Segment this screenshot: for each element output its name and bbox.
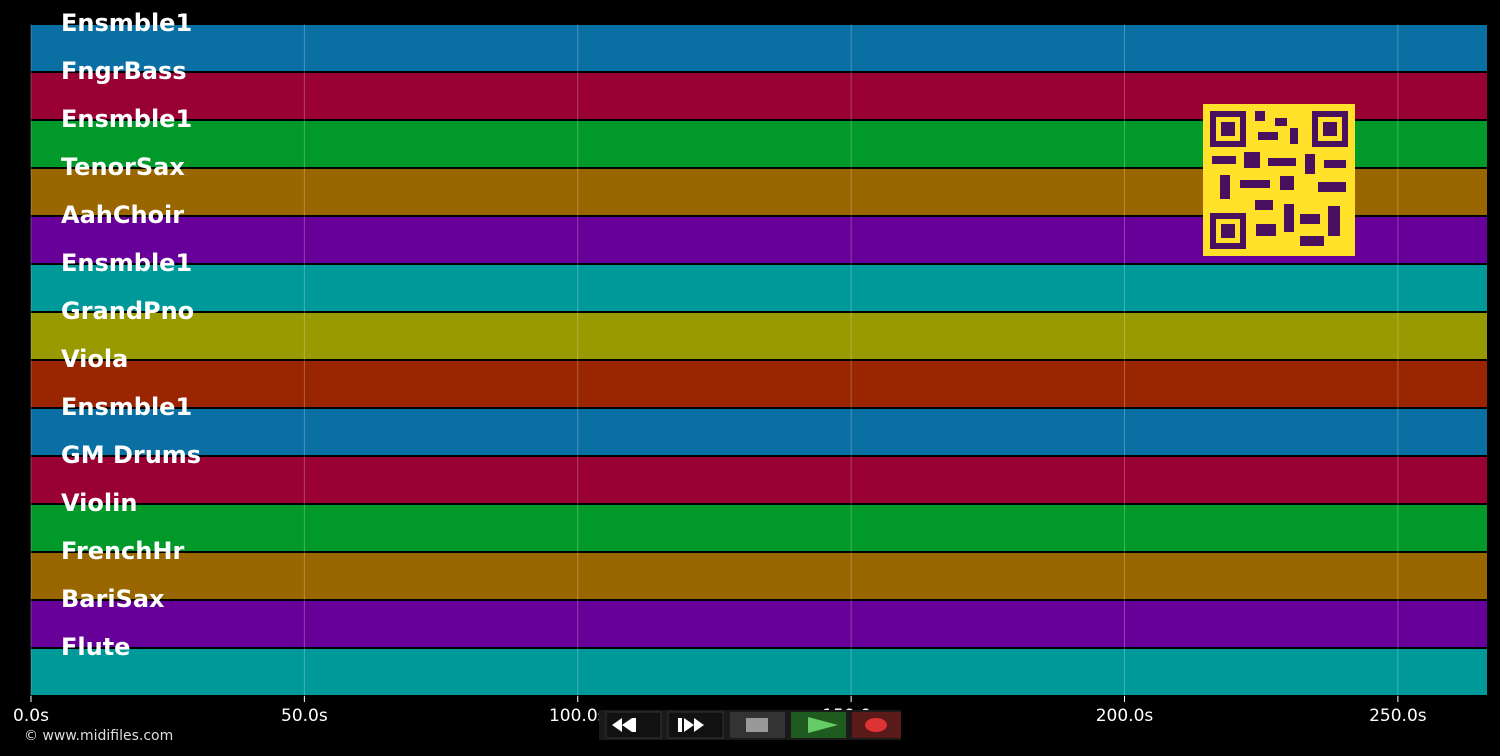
qr-code — [1203, 104, 1355, 256]
track-name: Ensmble1 — [61, 9, 192, 37]
track-name: Flute — [61, 633, 130, 661]
play-button[interactable] — [791, 712, 846, 738]
track-name: Ensmble1 — [61, 105, 192, 133]
track-name: BariSax — [61, 585, 165, 613]
footer: © www.midifiles.com — [24, 728, 173, 744]
track-row — [31, 361, 1487, 407]
forward-button[interactable] — [667, 711, 724, 739]
tick-label: 200.0s — [1096, 706, 1154, 726]
track-name: Ensmble1 — [61, 249, 192, 277]
tick-label: 50.0s — [281, 706, 328, 726]
track-row — [31, 553, 1487, 599]
tick-label: 0.0s — [13, 706, 49, 726]
track-name: Violin — [61, 489, 137, 517]
tick-label: 100.0s — [549, 706, 607, 726]
track-name: Ensmble1 — [61, 393, 192, 421]
track-name: AahChoir — [61, 201, 184, 229]
track-name: FrenchHr — [61, 537, 184, 565]
track-row — [31, 313, 1487, 359]
stop-button[interactable] — [730, 712, 785, 738]
track-name: Viola — [61, 345, 128, 373]
track-name: GM Drums — [61, 441, 201, 469]
grid — [30, 24, 1399, 696]
track-row — [31, 25, 1487, 71]
track-name: TenorSax — [61, 153, 185, 181]
track-name: GrandPno — [61, 297, 194, 325]
track-row — [31, 409, 1487, 455]
transport-controls — [599, 710, 901, 740]
track-row — [31, 265, 1487, 311]
track-row — [31, 601, 1487, 647]
rewind-button[interactable] — [605, 711, 662, 739]
track-labels: Ensmble1 FngrBass Ensmble1 TenorSax AahChoir… — [61, 9, 201, 661]
track-row — [31, 457, 1487, 503]
record-button[interactable] — [852, 712, 901, 738]
track-row — [31, 505, 1487, 551]
tick-label: 250.0s — [1369, 706, 1427, 726]
track-name: FngrBass — [61, 57, 187, 85]
track-row — [31, 649, 1487, 695]
